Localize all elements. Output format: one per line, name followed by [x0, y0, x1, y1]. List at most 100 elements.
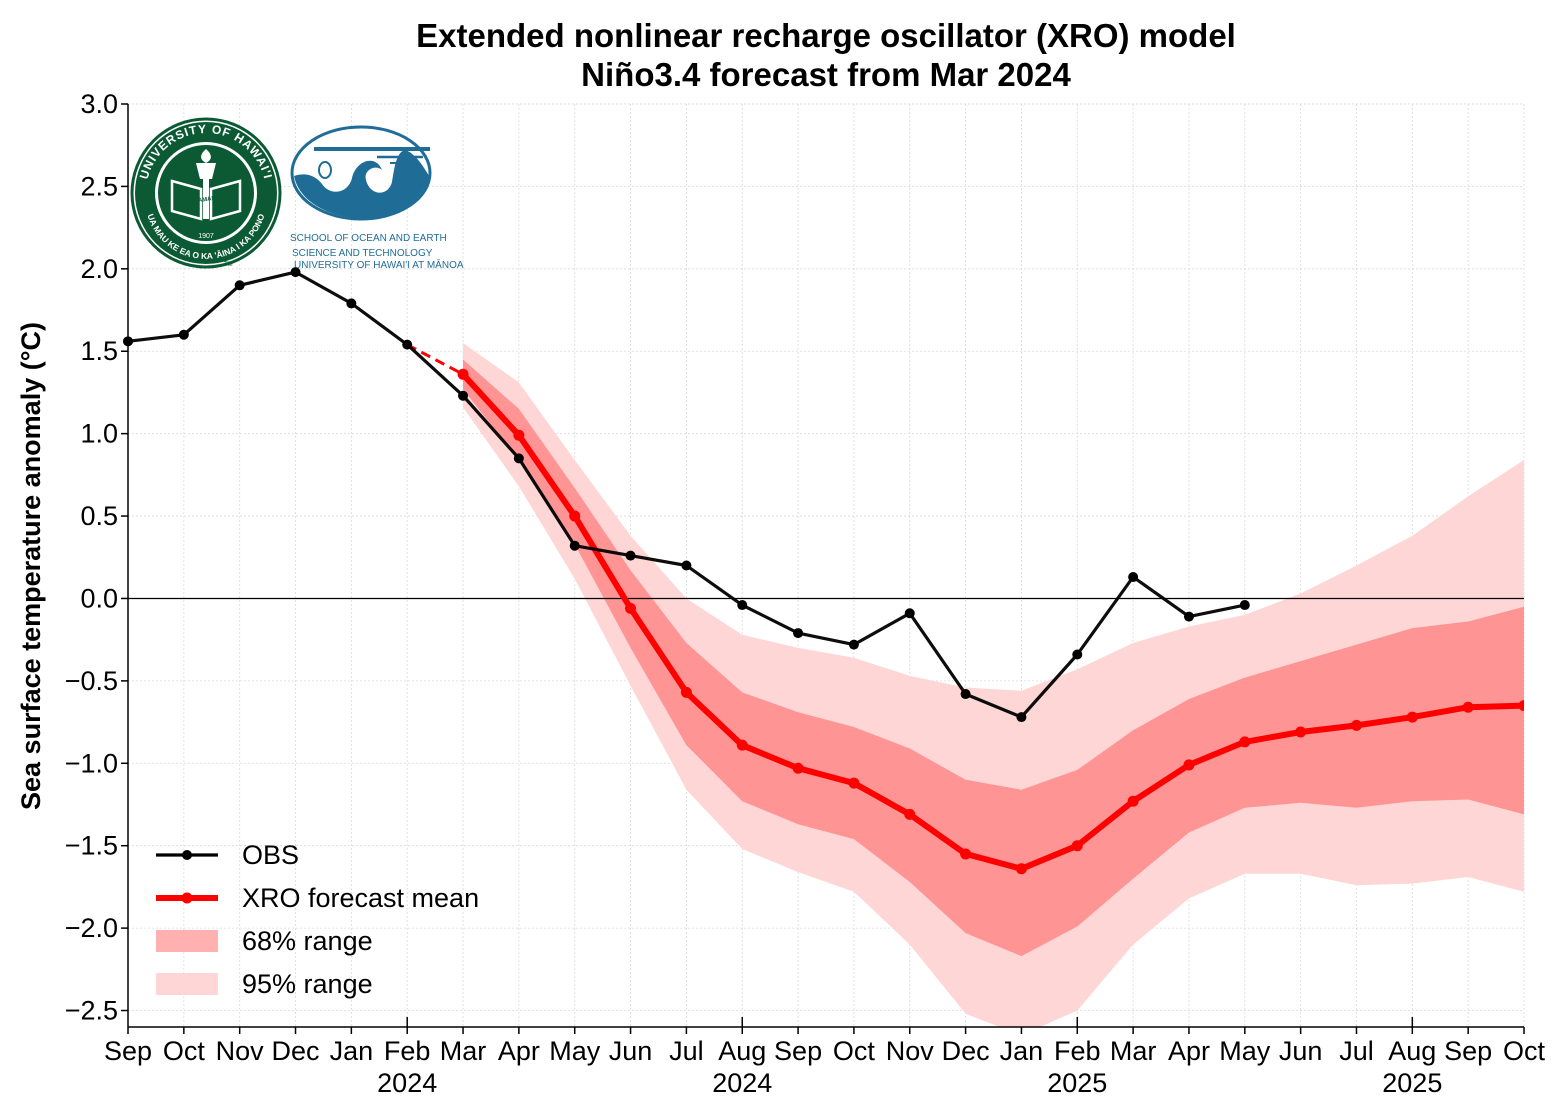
forecast-point: [960, 848, 972, 860]
y-tick-label: −1.5: [65, 831, 118, 861]
y-tick-label: 2.0: [80, 254, 118, 284]
uh-logo: UNIVERSITY OF HAWAI'I UA MAU KE EA O KA …: [130, 117, 282, 269]
forecast-point: [513, 429, 525, 441]
y-tick-label: 2.5: [80, 171, 118, 201]
x-tick-label: Dec: [272, 1036, 320, 1066]
series-forecast: [457, 368, 1524, 875]
x-tick-label: Sep: [104, 1036, 152, 1066]
obs-point: [793, 628, 804, 639]
x-tick-label: Mar: [440, 1036, 487, 1066]
forecast-connector: [406, 343, 464, 376]
forecast-point: [1239, 736, 1251, 748]
obs-point: [1072, 649, 1083, 660]
year-label: 2025: [1382, 1068, 1442, 1098]
band-95: [463, 343, 1524, 1027]
obs-point: [848, 639, 859, 650]
x-tick-label: Nov: [216, 1036, 265, 1066]
legend-forecast-marker: [181, 892, 193, 904]
y-tick-label: −1.0: [65, 748, 118, 778]
y-tick-label: 1.0: [80, 419, 118, 449]
axes: [127, 104, 1524, 1028]
x-tick-label: Jun: [609, 1036, 653, 1066]
obs-point: [1016, 712, 1027, 723]
forecast-point: [680, 686, 692, 698]
obs-point: [904, 608, 915, 619]
legend-obs-marker: [182, 850, 192, 860]
obs-point: [1239, 600, 1250, 611]
x-tick-label: May: [1219, 1036, 1271, 1066]
uh-year: 1907: [198, 233, 214, 240]
legend-95-swatch: [156, 973, 218, 995]
y-tick-label: 1.5: [80, 336, 118, 366]
y-tick-label: 0.0: [80, 583, 118, 613]
forecast-point: [736, 739, 748, 751]
obs-point: [234, 280, 245, 291]
x-tick-label: Nov: [886, 1036, 935, 1066]
obs-point: [1128, 572, 1139, 583]
obs-point: [402, 339, 413, 350]
x-tick-label: Oct: [833, 1036, 876, 1066]
legend-68-swatch: [156, 930, 218, 952]
y-tick-label: −2.0: [65, 913, 118, 943]
x-tick-label: Mar: [1110, 1036, 1157, 1066]
obs-point: [290, 267, 301, 278]
forecast-mean-line: [460, 372, 1524, 872]
obs-point: [513, 453, 524, 464]
forecast-point: [848, 777, 860, 789]
obs-point: [737, 600, 748, 611]
band-95-area: [463, 343, 1524, 1027]
x-tick-label: Apr: [1168, 1036, 1210, 1066]
x-tick-label: Jun: [1279, 1036, 1323, 1066]
uh-tm: TM: [224, 262, 233, 268]
obs-point: [625, 550, 636, 561]
obs-point: [178, 329, 189, 340]
forecast-connector-line: [406, 343, 464, 376]
forecast-point: [1015, 863, 1027, 875]
x-tick-label: Oct: [163, 1036, 206, 1066]
obs-point: [569, 540, 580, 551]
forecast-point: [1350, 719, 1362, 731]
chart-subtitle: Niño3.4 forecast from Mar 2024: [581, 56, 1071, 93]
forecast-point: [1462, 701, 1474, 713]
year-label: 2024: [377, 1068, 437, 1098]
obs-point: [346, 298, 357, 309]
y-tick-label: −0.5: [65, 666, 118, 696]
x-tick-label: Feb: [1054, 1036, 1101, 1066]
x-tick-label: Oct: [1503, 1036, 1546, 1066]
x-tick-label: Jul: [1339, 1036, 1374, 1066]
obs-point: [1183, 611, 1194, 622]
x-tick-label: Apr: [498, 1036, 540, 1066]
forecast-point: [1406, 711, 1418, 723]
x-tick-label: Aug: [718, 1036, 766, 1066]
x-tick-label: Sep: [774, 1036, 822, 1066]
series-obs: [123, 267, 1250, 723]
soest-line-2: SCIENCE AND TECHNOLOGY: [292, 248, 433, 259]
band-68-area: [463, 359, 1524, 957]
y-tick-label: 0.5: [80, 501, 118, 531]
year-label: 2025: [1047, 1068, 1107, 1098]
forecast-point: [625, 602, 637, 614]
forecast-point: [1127, 795, 1139, 807]
x-tick-label: Jul: [669, 1036, 704, 1066]
forecast-point: [1518, 700, 1524, 712]
obs-point: [458, 390, 469, 401]
forecast-point: [1071, 840, 1083, 852]
forecast-point: [1183, 759, 1195, 771]
forecast-point: [569, 510, 581, 522]
soest-logo: SCHOOL OF OCEAN AND EARTH SCIENCE AND TE…: [290, 125, 464, 271]
forecast-point: [792, 762, 804, 774]
x-tick-label: May: [549, 1036, 601, 1066]
legend-label: 68% range: [242, 926, 373, 956]
obs-point: [681, 560, 692, 571]
y-tick-label: −2.5: [65, 996, 118, 1026]
legend-label: XRO forecast mean: [242, 883, 479, 913]
forecast-point: [904, 808, 916, 820]
legend-label: 95% range: [242, 969, 373, 999]
legend: OBS XRO forecast mean 68% range 95% range: [156, 840, 479, 999]
chart-title: Extended nonlinear recharge oscillator (…: [416, 17, 1236, 54]
x-tick-label: Aug: [1388, 1036, 1436, 1066]
y-ticks: 3.0 2.5 2.0 1.5 1.0 0.5 0.0 −0.5 −1.0 −1.5 −2.0 −2.…: [65, 89, 128, 1026]
x-ticks: Sep Oct Nov Dec Jan Feb Mar Apr May Jun Jul Aug Sep O…: [104, 1017, 1546, 1098]
x-tick-label: Sep: [1444, 1036, 1492, 1066]
